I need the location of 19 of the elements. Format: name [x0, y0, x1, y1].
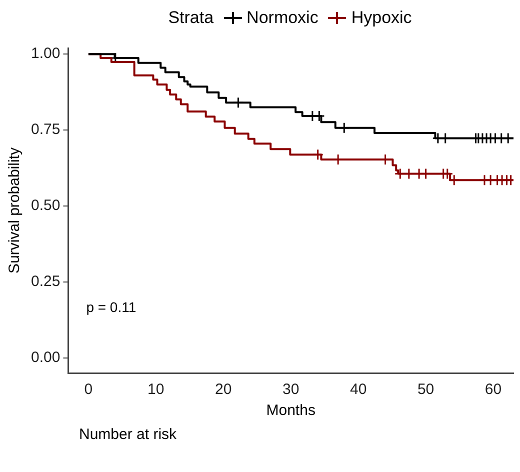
legend-label: Normoxic [246, 8, 318, 28]
text: Number at risk [79, 426, 178, 443]
y-tick-label: 1.00 [30, 45, 60, 62]
x-tick-label: 0 [84, 381, 93, 398]
x-tick-label: 10 [148, 381, 164, 398]
y-tick-label: 0.75 [30, 121, 60, 138]
y-axis-title: Survival probability [6, 147, 24, 274]
x-tick-label: 20 [215, 381, 232, 398]
y-tick-label: 0.50 [30, 197, 60, 214]
y-tick-label: 0.00 [30, 348, 60, 366]
x-tick-label: 30 [282, 381, 300, 398]
legend-title: Strata [168, 8, 214, 28]
x-tick-label: 60 [484, 381, 502, 398]
x-axis-title: Months [266, 402, 316, 420]
x-tick-label: 50 [417, 381, 434, 398]
y-tick-label: 0.25 [30, 273, 60, 290]
annotation: p = 0.11 [86, 298, 136, 315]
x-tick-label: 40 [350, 381, 367, 398]
legend-label: Hypoxic [351, 8, 412, 28]
